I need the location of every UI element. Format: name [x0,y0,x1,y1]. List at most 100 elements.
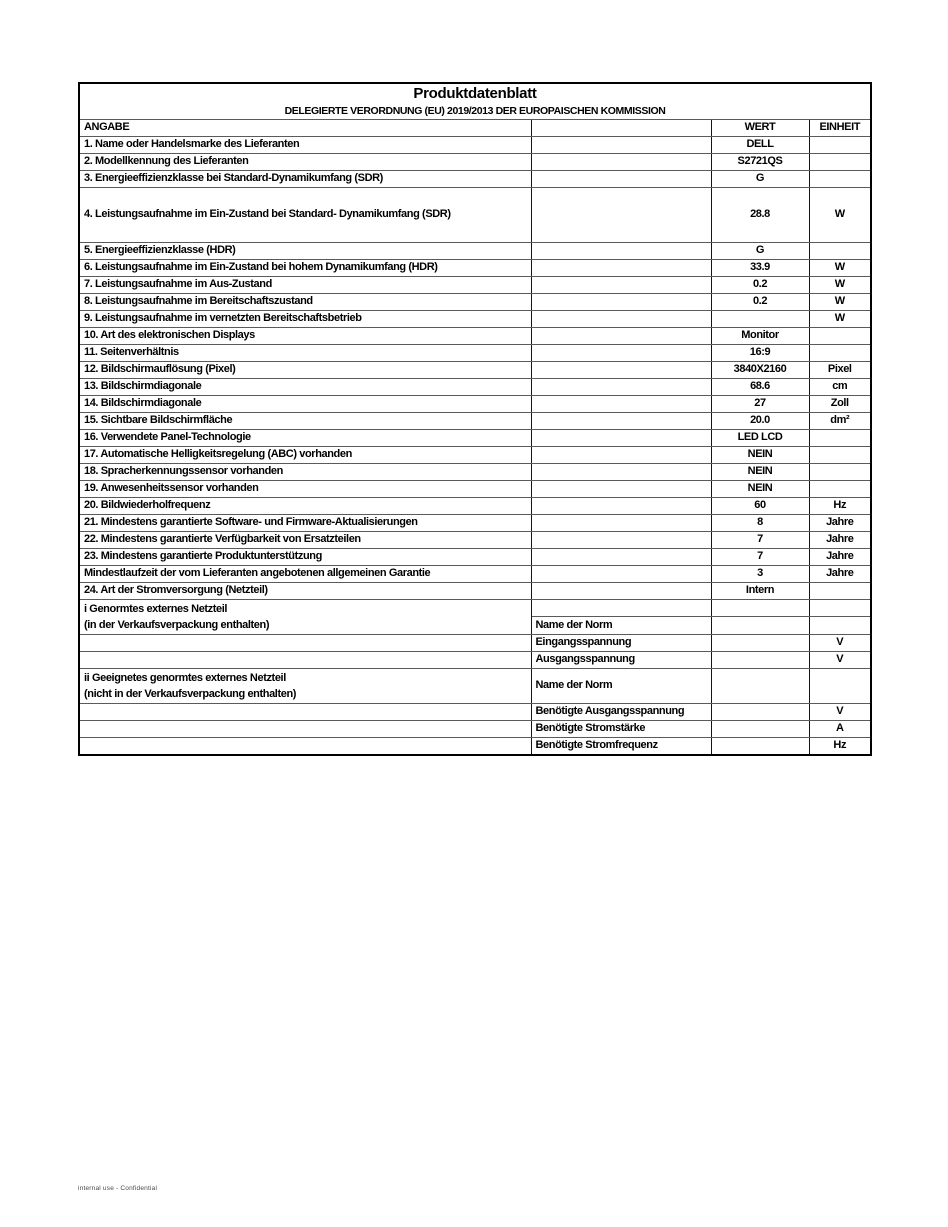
angabe-cell [78,719,532,738]
angabe-line1: i Genormtes externes Netzteil [84,602,228,615]
angabe-line2: (in der Verkaufsverpackung enthalten) [84,618,270,631]
einheit-cell: Jahre [808,564,872,583]
column-header-wert: WERT [710,118,810,137]
table-row: Eingangsspannung V [78,633,872,652]
label2-cell [530,360,712,379]
angabe-cell: i Genormtes externes Netzteil (in der Ver… [78,598,532,635]
label2-cell [530,241,712,260]
table-row: Benötigte Ausgangsspannung V [78,702,872,721]
label2-cell [530,428,712,447]
einheit-cell: Jahre [808,547,872,566]
label2-cell [530,530,712,549]
angabe-cell [78,633,532,652]
einheit-cell [808,598,872,618]
column-header-angabe: ANGABE [78,118,532,137]
wert-cell: 16:9 [710,343,810,362]
wert-cell [710,719,810,738]
wert-cell: NEIN [710,479,810,498]
einheit-cell [808,169,872,188]
wert-cell: 20.0 [710,411,810,430]
table-row: 14. Bildschirmdiagonale 27 Zoll [78,394,872,413]
angabe-cell: ii Geeignetes genormtes externes Netztei… [78,667,532,704]
wert-cell [710,633,810,652]
column-header-blank [530,118,712,137]
label2-cell [530,275,712,294]
title-cell: Produktdatenblatt DELEGIERTE VERORDNUNG … [78,82,872,120]
table-row: 9. Leistungsaufnahme im vernetzten Berei… [78,309,872,328]
angabe-cell: 21. Mindestens garantierte Software- und… [78,513,532,532]
label2-cell [530,309,712,328]
wert-cell: 28.8 [710,186,810,243]
einheit-cell: W [808,309,872,328]
wert-cell: G [710,169,810,188]
angabe-cell: 10. Art des elektronischen Displays [78,326,532,345]
wert-cell: 68.6 [710,377,810,396]
wert-cell: LED LCD [710,428,810,447]
einheit-cell [808,241,872,260]
angabe-cell: 2. Modellkennung des Lieferanten [78,152,532,171]
einheit-cell: Jahre [808,513,872,532]
wert-cell: 27 [710,394,810,413]
einheit-cell [808,428,872,447]
angabe-cell: 18. Spracherkennungssensor vorhanden [78,462,532,481]
einheit-cell: V [808,702,872,721]
label2-cell [530,186,712,243]
einheit-cell [808,462,872,481]
wert-cell [710,702,810,721]
label2-cell [530,169,712,188]
label2-cell [530,343,712,362]
label2-cell [530,394,712,413]
wert-cell: 8 [710,513,810,532]
einheit-cell: W [808,258,872,277]
wert-cell: 3 [710,564,810,583]
angabe-cell: 23. Mindestens garantierte Produktunters… [78,547,532,566]
label2-cell [530,547,712,566]
angabe-cell: 24. Art der Stromversorgung (Netzteil) [78,581,532,600]
einheit-cell [808,135,872,154]
wert-cell [710,650,810,669]
wert-cell: Monitor [710,326,810,345]
wert-cell: Intern [710,581,810,600]
table-row: 19. Anwesenheitssensor vorhanden NEIN [78,479,872,498]
label2-cell [530,479,712,498]
wert-cell: DELL [710,135,810,154]
einheit-cell [808,581,872,600]
wert-cell [710,736,810,756]
table-row: 21. Mindestens garantierte Software- und… [78,513,872,532]
einheit-cell [808,326,872,345]
wert-cell: 33.9 [710,258,810,277]
label2-cell: Benötigte Stromstärke [530,719,712,738]
table-header-row: ANGABE WERT EINHEIT [78,118,872,137]
wert-cell [710,616,810,635]
einheit-cell [808,616,872,635]
angabe-cell: 12. Bildschirmauflösung (Pixel) [78,360,532,379]
einheit-cell: Hz [808,736,872,756]
angabe-cell: 1. Name oder Handelsmarke des Lieferante… [78,135,532,154]
wert-cell: 0.2 [710,292,810,311]
table-row: 12. Bildschirmauflösung (Pixel) 3840X2160… [78,360,872,379]
einheit-cell: W [808,275,872,294]
wert-cell: 7 [710,547,810,566]
angabe-cell: 9. Leistungsaufnahme im vernetzten Berei… [78,309,532,328]
angabe-cell: 11. Seitenverhältnis [78,343,532,362]
angabe-cell: 5. Energieeffizienzklasse (HDR) [78,241,532,260]
label2-cell [530,598,712,618]
wert-cell: G [710,241,810,260]
angabe-cell: 8. Leistungsaufnahme im Bereitschaftszus… [78,292,532,311]
angabe-cell [78,736,532,756]
einheit-cell [808,152,872,171]
wert-cell: NEIN [710,462,810,481]
table-row: 1. Name oder Handelsmarke des Lieferante… [78,135,872,154]
wert-cell [710,598,810,618]
angabe-cell: 17. Automatische Helligkeitsregelung (AB… [78,445,532,464]
table-title-row: Produktdatenblatt DELEGIERTE VERORDNUNG … [78,82,872,120]
table-row: 10. Art des elektronischen Displays Monit… [78,326,872,345]
label2-cell [530,135,712,154]
table-row: 15. Sichtbare Bildschirmfläche 20.0 dm² [78,411,872,430]
confidential-footer-note: internal use - Confidential [78,1185,158,1192]
einheit-cell: dm² [808,411,872,430]
table-row: 11. Seitenverhältnis 16:9 [78,343,872,362]
table-row: 7. Leistungsaufnahme im Aus-Zustand 0.2 W [78,275,872,294]
wert-cell: S2721QS [710,152,810,171]
einheit-cell [808,667,872,704]
